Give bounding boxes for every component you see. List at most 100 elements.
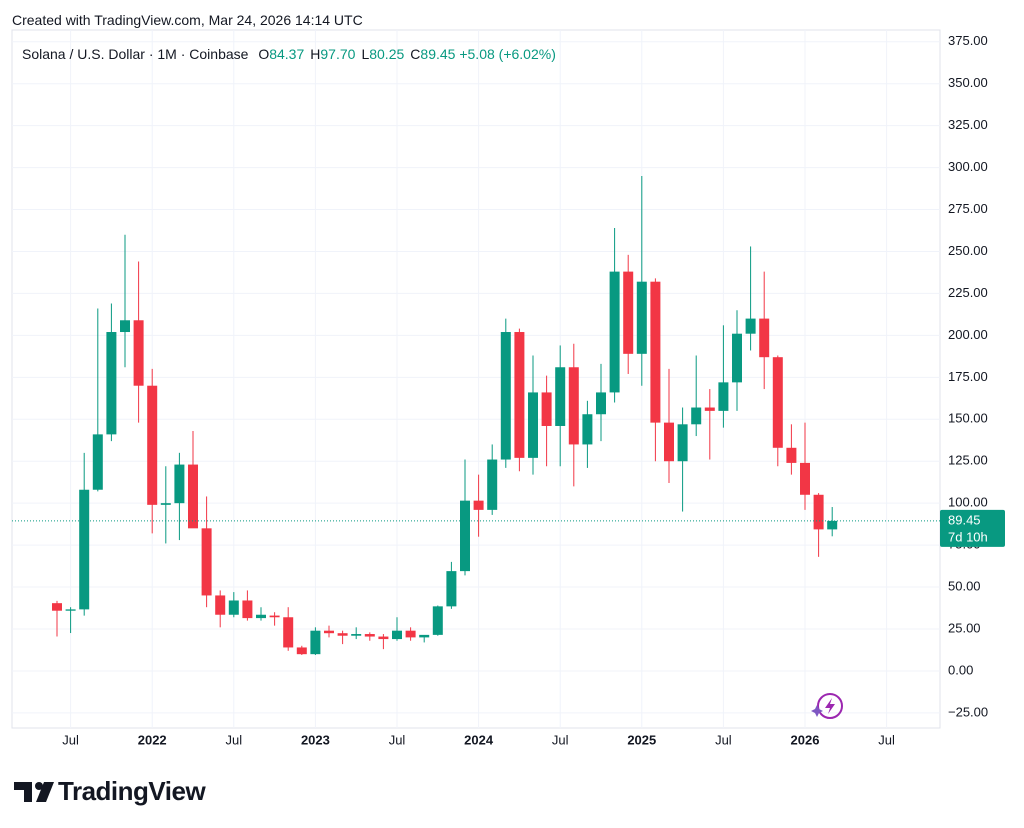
symbol: Solana / U.S. Dollar · 1M · Coinbase <box>22 46 249 62</box>
candle-body <box>174 464 185 504</box>
candle-body <box>432 606 443 635</box>
ohlc-value: 80.25 <box>369 46 405 62</box>
candle-body <box>419 634 430 638</box>
ohlc-key: H <box>310 46 321 62</box>
x-tick-label: Jul <box>878 732 895 747</box>
brand: TradingView <box>58 776 206 806</box>
y-tick-label: 350.00 <box>948 75 988 90</box>
y-tick-label: 25.00 <box>948 620 981 635</box>
x-tick-label: Jul <box>225 732 242 747</box>
candle-body <box>133 320 144 386</box>
candle-body <box>514 332 525 458</box>
ohlc-key: C <box>410 46 421 62</box>
x-tick-label: 2026 <box>791 732 820 747</box>
y-tick-label: −25.00 <box>948 704 988 719</box>
candle-body <box>827 520 838 530</box>
candle-body <box>106 332 117 435</box>
x-tick-label: Jul <box>715 732 732 747</box>
y-tick-label: 175.00 <box>948 369 988 384</box>
y-tick-label: 375.00 <box>948 33 988 48</box>
y-tick-label: 250.00 <box>948 243 988 258</box>
x-tick-label: 2024 <box>464 732 494 747</box>
candle-body <box>242 600 253 619</box>
candle-body <box>786 447 797 463</box>
candle-body <box>677 424 688 462</box>
last-price-badge <box>940 509 1005 547</box>
legend: Solana / U.S. Dollar · 1M · Coinbase O84… <box>22 46 556 62</box>
candle-body <box>732 333 742 383</box>
candle-body <box>296 647 307 655</box>
y-tick-label: 225.00 <box>948 285 988 300</box>
x-tick-label: Jul <box>552 732 569 747</box>
x-tick-label: Jul <box>62 732 79 747</box>
candle-body <box>310 630 321 655</box>
candle-body <box>664 422 674 462</box>
candle-body <box>364 634 375 637</box>
assistant-icon <box>811 693 843 719</box>
y-tick-label: 300.00 <box>948 159 988 174</box>
brand-logo <box>14 782 54 802</box>
candle-body <box>92 434 103 490</box>
candle-body <box>759 318 770 358</box>
ohlc-key: O <box>258 46 270 62</box>
x-tick-label: 2023 <box>301 732 330 747</box>
candle-body <box>772 357 783 448</box>
ohlc-value: 89.45 <box>420 46 456 62</box>
candle-body <box>446 571 457 607</box>
candle-body <box>378 636 389 640</box>
candle-body <box>528 392 538 458</box>
candle-body <box>691 407 702 425</box>
candle-body <box>487 459 498 510</box>
ohlc-key: L <box>361 46 370 62</box>
change: +5.08 (+6.02%) <box>459 46 556 62</box>
countdown-label: 7d 10h <box>948 529 988 544</box>
ohlc-value: 97.70 <box>320 46 356 62</box>
candle-body <box>650 281 661 423</box>
candle-body <box>460 500 470 572</box>
candle-body <box>65 609 76 611</box>
candles <box>12 175 940 656</box>
candle-body <box>201 528 212 596</box>
candle-body <box>269 615 280 618</box>
candle-body <box>745 318 756 334</box>
grid <box>12 30 940 728</box>
candle-body <box>800 462 810 495</box>
y-tick-label: 100.00 <box>948 495 988 510</box>
candle-body <box>636 281 647 354</box>
y-tick-label: 125.00 <box>948 453 988 468</box>
candle-body <box>324 630 334 634</box>
candle-body <box>160 503 171 505</box>
candle-body <box>52 603 62 611</box>
candle-body <box>283 617 294 648</box>
y-tick-label: 50.00 <box>948 578 981 593</box>
candle-body <box>500 332 511 460</box>
last-price-label: 89.45 <box>948 512 981 527</box>
candle-body <box>405 630 416 638</box>
candle-body <box>596 392 606 415</box>
x-tick-label: Jul <box>389 732 406 747</box>
candle-body <box>351 634 362 636</box>
candle-body <box>147 385 158 505</box>
candle-body <box>704 407 715 411</box>
candle-body <box>541 392 552 426</box>
y-tick-label: 200.00 <box>948 327 988 342</box>
candle-body <box>813 494 824 530</box>
axes: 375.00 350.00 325.00 300.00 275.00 250.00 225.… <box>62 33 1005 747</box>
x-tick-label: 2025 <box>627 732 656 747</box>
candle-body <box>228 600 239 615</box>
candle-body <box>79 489 90 610</box>
y-tick-label: 275.00 <box>948 201 988 216</box>
candle-body <box>555 367 566 426</box>
created-note: Created with TradingView.com, Mar 24, 20… <box>12 12 363 28</box>
ohlc-values: O84.37 H97.70 L80.25 C89.45 <box>252 46 459 62</box>
candle-body <box>718 382 729 411</box>
y-tick-label: 150.00 <box>948 411 988 426</box>
y-tick-label: 0.00 <box>948 662 973 677</box>
plot-frame <box>11 29 941 729</box>
candle-body <box>215 595 226 615</box>
candle-body <box>392 630 402 640</box>
candle-body <box>256 614 266 619</box>
candle-body <box>337 633 348 636</box>
